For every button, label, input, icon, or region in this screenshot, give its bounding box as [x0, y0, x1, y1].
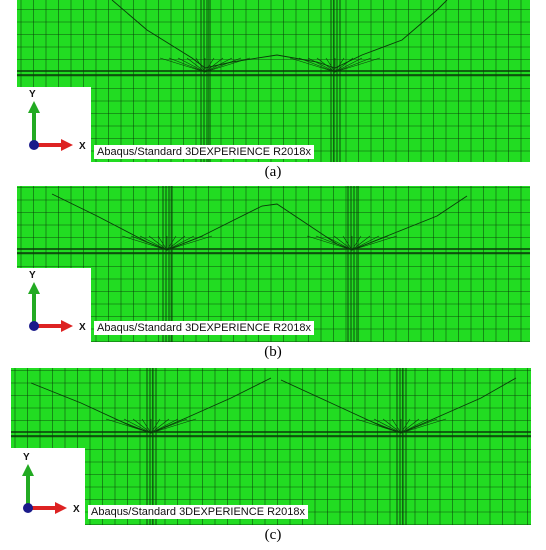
- mesh-viewport-a[interactable]: [17, 0, 530, 162]
- caption-b: (b): [264, 344, 282, 360]
- x-axis-arrow: [34, 143, 64, 147]
- mesh-canvas-a: [17, 0, 530, 162]
- caption-a: (a): [264, 164, 282, 180]
- y-axis-arrow: [32, 109, 36, 143]
- x-axis-label: X: [79, 141, 86, 152]
- mesh-viewport-b[interactable]: [17, 186, 530, 342]
- origin-icon: [29, 140, 39, 150]
- axis-triad-a: Y X: [17, 87, 91, 162]
- mesh-canvas-c: [11, 368, 531, 525]
- x-arrow-head: [61, 139, 73, 151]
- y-arrow-head: [28, 101, 40, 113]
- caption-c: (c): [264, 527, 282, 543]
- panel-a: Y X Abaqus/Standard 3DEXPERIENCE R2018x …: [0, 0, 546, 186]
- mesh-viewport-c[interactable]: [11, 368, 531, 525]
- mesh-canvas-b: [17, 186, 530, 342]
- product-version-label-a: Abaqus/Standard 3DEXPERIENCE R2018x: [94, 145, 315, 159]
- y-axis-label: Y: [29, 89, 36, 100]
